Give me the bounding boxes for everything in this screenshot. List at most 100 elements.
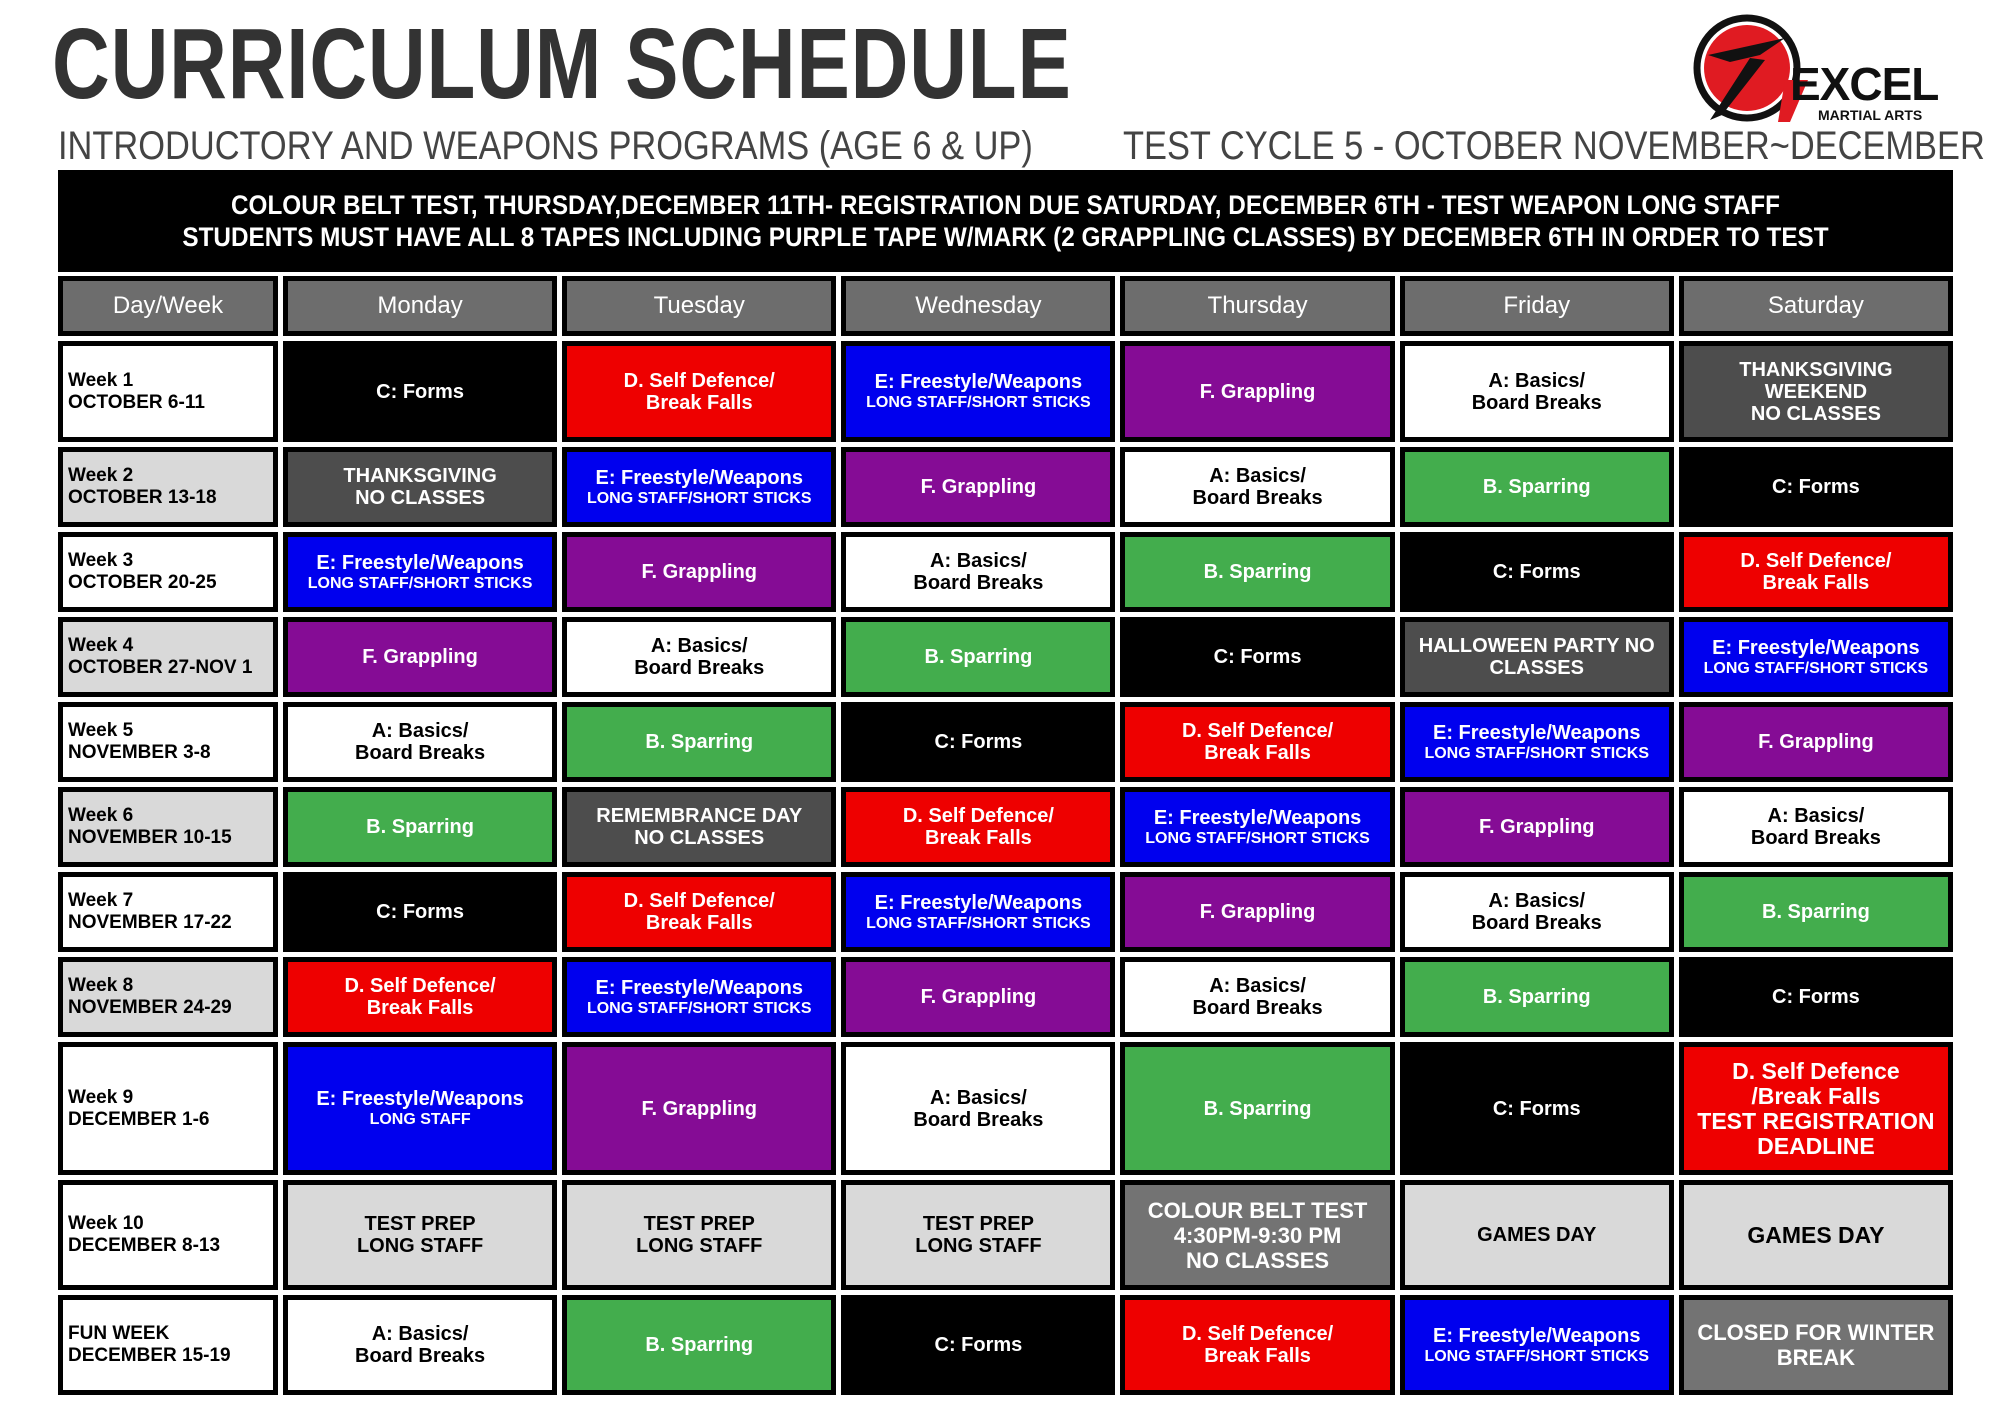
column-header-fill: Wednesday: [846, 281, 1111, 331]
class-name: Board Breaks: [913, 1108, 1044, 1131]
class-name: BREAK: [1776, 1345, 1856, 1370]
schedule-cell: B. Sparring: [562, 1295, 837, 1395]
schedule-cell: D. Self Defence/Break Falls TEST REGISTRA…: [1678, 1042, 1953, 1175]
class-name: NO CLASSES: [1750, 402, 1881, 425]
class-block: B. Sparring: [567, 707, 832, 777]
week-dates: OCTOBER 20-25: [68, 572, 217, 593]
class-weapons: LONG STAFF/SHORT STICKS: [866, 914, 1091, 932]
class-block: F. Grappling: [1683, 707, 1948, 777]
schedule-cell: TEST PREP LONG STAFF: [283, 1180, 558, 1290]
week-label-cell: Week 10 DECEMBER 8-13: [58, 1180, 278, 1290]
class-block: THANKSGIVING NO CLASSES: [288, 452, 553, 522]
schedule-table: Day/Week Monday Tuesday Wednesday Thursday Fr…: [58, 276, 1953, 1395]
class-name: TEST PREP: [643, 1213, 755, 1235]
column-header-fill: Day/Week: [63, 281, 273, 331]
week-label-cell: Week 9 DECEMBER 1-6: [58, 1042, 278, 1175]
excel-martial-arts-logo: EXCEL MARTIAL ARTS: [1693, 14, 1939, 123]
class-name: C: Forms: [1772, 986, 1860, 1008]
class-name: D. Self Defence/: [623, 890, 775, 912]
week-dates: NOVEMBER 24-29: [68, 997, 232, 1018]
schedule-cell: E: Freestyle/Weapons LONG STAFF/SHORT STI…: [841, 872, 1116, 952]
class-block: B. Sparring: [1404, 452, 1669, 522]
column-header-label: Friday: [1503, 292, 1571, 319]
class-block: A: Basics/Board Breaks: [846, 1047, 1111, 1170]
column-header: Friday: [1399, 276, 1674, 336]
schedule-cell: A: Basics/Board Breaks: [1399, 872, 1674, 952]
week-dates: OCTOBER 13-18: [68, 487, 217, 508]
class-block: F. Grappling: [1125, 346, 1390, 437]
week-name: Week 1: [68, 369, 134, 391]
schedule-cell: C: Forms: [1678, 447, 1953, 527]
class-name: E: Freestyle/Weapons: [874, 891, 1083, 914]
schedule-cell: THANKSGIVING NO CLASSES: [283, 447, 558, 527]
class-name: D. Self Defence/: [344, 975, 496, 997]
class-name: Break Falls: [645, 912, 753, 934]
class-name: D. Self Defence/: [902, 805, 1054, 827]
class-block: B. Sparring: [1404, 962, 1669, 1032]
schedule-cell: TEST PREP LONG STAFF: [841, 1180, 1116, 1290]
class-block: B. Sparring: [846, 622, 1111, 692]
schedule-cell: B. Sparring: [841, 617, 1116, 697]
class-name: A: Basics/: [1209, 975, 1306, 997]
class-name: C: Forms: [1213, 646, 1302, 668]
class-block: D. Self Defence/Break Falls: [288, 962, 553, 1032]
column-header-label: Saturday: [1767, 292, 1864, 319]
week-name: FUN WEEK: [68, 1323, 170, 1344]
class-block: A: Basics/Board Breaks: [1125, 962, 1390, 1032]
week-label-cell: Week 8 NOVEMBER 24-29: [58, 957, 278, 1037]
schedule-cell: A: Basics/Board Breaks: [562, 617, 837, 697]
week-label: Week 5 NOVEMBER 3-8: [63, 707, 273, 777]
class-name: TEST PREP: [922, 1213, 1034, 1235]
class-name: C: Forms: [376, 901, 464, 923]
class-weapons: LONG STAFF/SHORT STICKS: [1145, 829, 1370, 847]
class-block: COLOUR BELT TEST 4:30PM-9:30 PM NO CLASSES: [1125, 1185, 1390, 1285]
class-block: C: Forms: [1404, 537, 1669, 607]
class-block: D. Self Defence/Break Falls: [1683, 537, 1948, 607]
class-block: A: Basics/Board Breaks: [1404, 877, 1669, 947]
class-name: A: Basics/: [930, 1086, 1027, 1109]
schedule-cell: C: Forms: [841, 1295, 1116, 1395]
class-name: Board Breaks: [634, 657, 765, 679]
schedule-cell: C: Forms: [1399, 532, 1674, 612]
class-weapons: LONG STAFF/SHORT STICKS: [307, 574, 533, 592]
svg-text:EXCEL: EXCEL: [1790, 58, 1938, 110]
schedule-cell: A: Basics/Board Breaks: [841, 532, 1116, 612]
week-name: Week 10: [68, 1213, 144, 1234]
class-block: A: Basics/Board Breaks: [288, 707, 553, 777]
class-name: B. Sparring: [1482, 986, 1591, 1008]
schedule-cell: THANKSGIVING WEEKEND NO CLASSES: [1678, 341, 1953, 442]
column-header-fill: Monday: [288, 281, 553, 331]
class-name: Break Falls: [1762, 572, 1870, 594]
banner-line-1: COLOUR BELT TEST, THURSDAY,DECEMBER 11TH…: [230, 190, 1780, 220]
column-header-label: Wednesday: [915, 292, 1042, 319]
week-label-cell: Week 5 NOVEMBER 3-8: [58, 702, 278, 782]
column-header-label: Monday: [377, 292, 463, 319]
schedule-cell: F. Grappling: [841, 957, 1116, 1037]
class-name: E: Freestyle/Weapons: [595, 466, 803, 489]
class-name: Board Breaks: [1192, 997, 1323, 1019]
class-name: E: Freestyle/Weapons: [316, 1088, 524, 1110]
class-name: E: Freestyle/Weapons: [595, 976, 803, 999]
schedule-cell: D. Self Defence/Break Falls: [283, 957, 558, 1037]
class-name: F. Grappling: [920, 476, 1037, 498]
class-name: LONG STAFF: [636, 1235, 763, 1257]
class-name: Board Breaks: [1192, 487, 1323, 509]
schedule-cell: REMEMBRANCE DAY NO CLASSES: [562, 787, 837, 867]
column-header-fill: Thursday: [1125, 281, 1390, 331]
schedule-cell: CLOSED FOR WINTER BREAK: [1678, 1295, 1953, 1395]
program-subtitle: INTRODUCTORY AND WEAPONS PROGRAMS (AGE 6…: [58, 124, 1033, 168]
schedule-cell: E: Freestyle/Weapons LONG STAFF/SHORT STI…: [1399, 702, 1674, 782]
class-name: TEST REGISTRATION: [1697, 1107, 1935, 1134]
class-name: E: Freestyle/Weapons: [1712, 636, 1920, 659]
schedule-cell: GAMES DAY: [1399, 1180, 1674, 1290]
schedule-cell: B. Sparring: [1120, 1042, 1395, 1175]
schedule-cell: D. Self Defence/Break Falls: [562, 341, 837, 442]
class-name: B. Sparring: [1482, 476, 1591, 498]
week-name: Week 6: [68, 805, 134, 826]
class-name: D. Self Defence/: [1181, 720, 1334, 742]
class-name: NO CLASSES: [1186, 1247, 1330, 1273]
class-name: F. Grappling: [641, 561, 758, 583]
week-dates: DECEMBER 15-19: [68, 1345, 231, 1366]
schedule-cell: A: Basics/Board Breaks: [283, 702, 558, 782]
class-name: NO CLASSES: [634, 827, 765, 849]
